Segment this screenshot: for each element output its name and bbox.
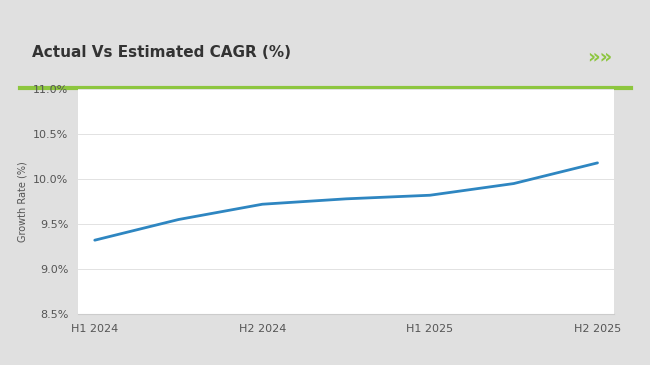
Text: »»: »» [587,48,612,67]
Y-axis label: Growth Rate (%): Growth Rate (%) [18,161,27,242]
Text: Actual Vs Estimated CAGR (%): Actual Vs Estimated CAGR (%) [32,45,291,59]
